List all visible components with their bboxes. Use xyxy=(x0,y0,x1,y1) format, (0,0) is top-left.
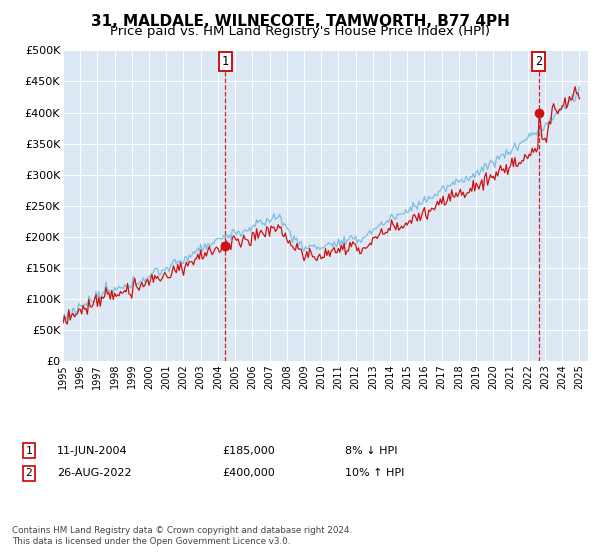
Text: 8% ↓ HPI: 8% ↓ HPI xyxy=(345,446,398,456)
Text: 10% ↑ HPI: 10% ↑ HPI xyxy=(345,468,404,478)
Text: 11-JUN-2004: 11-JUN-2004 xyxy=(57,446,128,456)
Text: 26-AUG-2022: 26-AUG-2022 xyxy=(57,468,131,478)
Text: 31, MALDALE, WILNECOTE, TAMWORTH, B77 4PH: 31, MALDALE, WILNECOTE, TAMWORTH, B77 4P… xyxy=(91,14,509,29)
Text: £185,000: £185,000 xyxy=(222,446,275,456)
Text: 1: 1 xyxy=(25,446,32,456)
Text: £400,000: £400,000 xyxy=(222,468,275,478)
Text: Price paid vs. HM Land Registry's House Price Index (HPI): Price paid vs. HM Land Registry's House … xyxy=(110,25,490,38)
Text: 1: 1 xyxy=(222,55,229,68)
Text: Contains HM Land Registry data © Crown copyright and database right 2024.
This d: Contains HM Land Registry data © Crown c… xyxy=(12,526,352,546)
Text: 2: 2 xyxy=(535,55,542,68)
Text: 2: 2 xyxy=(25,468,32,478)
